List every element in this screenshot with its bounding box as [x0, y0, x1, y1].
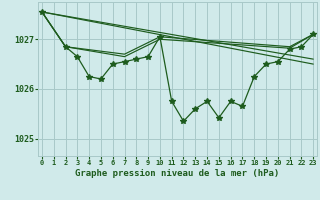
- X-axis label: Graphe pression niveau de la mer (hPa): Graphe pression niveau de la mer (hPa): [76, 169, 280, 178]
